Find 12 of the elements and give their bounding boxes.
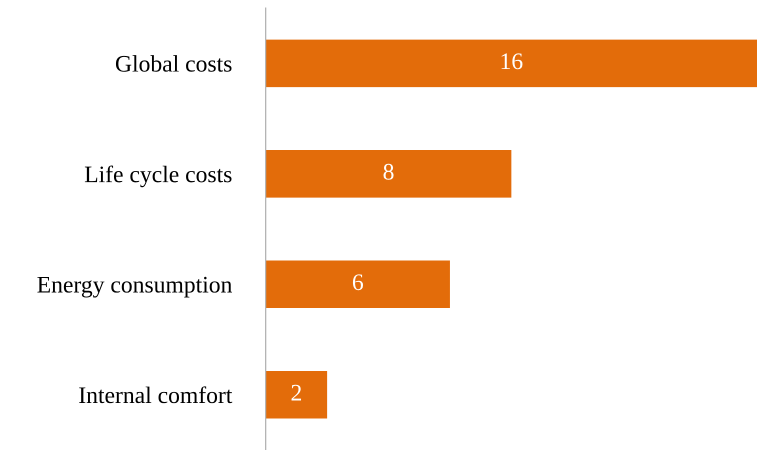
y-tick-label: Internal comfort — [79, 386, 232, 404]
y-tick-label: Life cycle costs — [84, 166, 232, 188]
y-tick-label: Global costs — [116, 55, 232, 72]
data-label: 8 — [384, 164, 394, 180]
bar — [266, 40, 757, 88]
bar — [266, 260, 450, 308]
data-label: 6 — [352, 274, 364, 290]
y-tick-label: Energy consumption — [37, 276, 232, 298]
data-label: 2 — [292, 384, 302, 400]
data-label: 16 — [502, 53, 522, 70]
bar — [266, 371, 328, 419]
bar — [266, 150, 512, 198]
